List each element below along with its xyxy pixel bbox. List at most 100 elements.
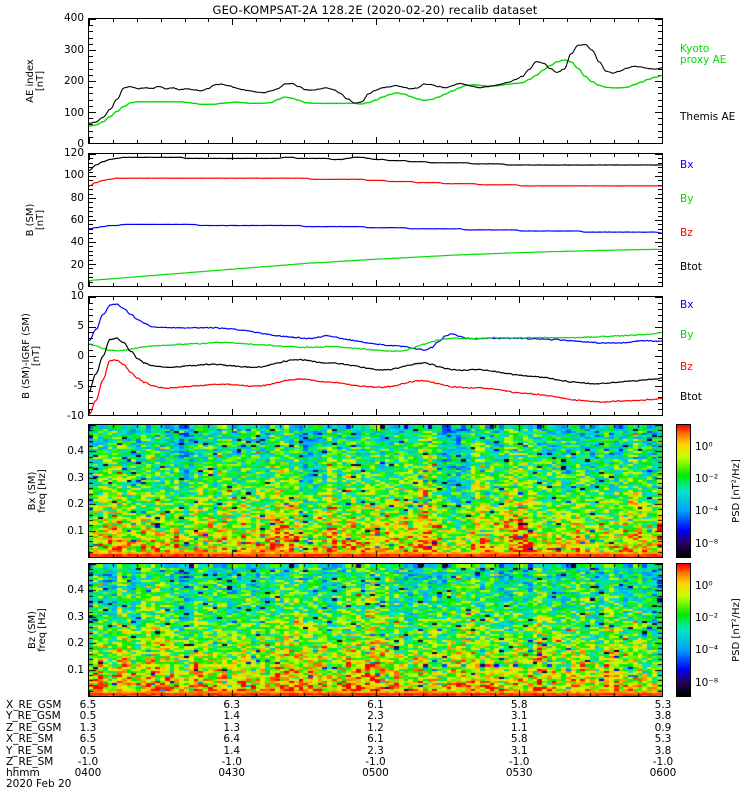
y-tick-label: 10 bbox=[70, 290, 84, 302]
ephemeris-row-label: X_RE_GSM bbox=[6, 699, 62, 711]
ephemeris-value: 2.3 bbox=[367, 744, 384, 757]
colorbar-tick-label: 10⁻² bbox=[695, 612, 719, 625]
ephemeris-date: 2020 Feb 20 bbox=[6, 778, 72, 790]
ephemeris-value: 5.3 bbox=[654, 733, 672, 746]
panel-b-sm-minus-igrf bbox=[88, 296, 663, 416]
colorbar-bz-label: PSD [nT²/Hz] bbox=[731, 598, 742, 662]
y-tick-label: 0.1 bbox=[67, 664, 84, 677]
legend-by-panel2: By bbox=[680, 193, 694, 205]
y-tick-label: 120 bbox=[63, 147, 84, 159]
ephemeris-value: 2.3 bbox=[367, 710, 384, 723]
ephemeris-row-label: Z_RE_GSM bbox=[6, 721, 62, 734]
ephemeris-value: -1.0 bbox=[77, 756, 99, 768]
colorbar-tick-label: 10⁻⁴ bbox=[695, 644, 719, 657]
y-tick-label: 0.3 bbox=[67, 610, 84, 623]
colorbar-tick-label: 10⁰ bbox=[695, 580, 713, 593]
bsm-yunit-text: [nT] bbox=[35, 209, 46, 231]
ephemeris-value: 6.1 bbox=[367, 733, 384, 746]
panel-b-sm bbox=[88, 153, 663, 287]
legend-bx-panel2: Bx bbox=[680, 159, 694, 171]
ephemeris-value: 6.3 bbox=[223, 699, 241, 711]
legend-bz-panel2: Bz bbox=[680, 227, 693, 239]
ephemeris-value: 6.5 bbox=[79, 699, 97, 711]
ephemeris-value: -1.0 bbox=[221, 756, 243, 768]
colorbar-gradient bbox=[677, 564, 690, 696]
y-tick-label: 40 bbox=[70, 236, 84, 249]
y-tick-label: 0 bbox=[77, 281, 84, 293]
panel-ae-index-ylabel: AE index [nT] bbox=[25, 18, 46, 144]
ephemeris-value: 5.8 bbox=[510, 699, 528, 711]
legend-by-panel3: By bbox=[680, 329, 694, 341]
ephemeris-time-value: 0430 bbox=[218, 767, 246, 780]
y-tick-label: 60 bbox=[70, 214, 84, 226]
ephemeris-row-label: hhmm bbox=[6, 767, 40, 780]
ephemeris-value: 1.4 bbox=[223, 710, 241, 723]
panel-ae-index bbox=[88, 18, 663, 144]
ephemeris-time-value: 0530 bbox=[505, 767, 533, 780]
y-tick-label: 200 bbox=[63, 75, 84, 87]
ephemeris-value: 3.8 bbox=[654, 710, 672, 723]
ephemeris-value: 5.3 bbox=[654, 699, 672, 711]
ephemeris-value: 1.1 bbox=[510, 721, 528, 734]
y-tick-label: 20 bbox=[70, 258, 84, 271]
y-tick-label: 0.4 bbox=[67, 444, 84, 457]
ephemeris-value: 5.8 bbox=[510, 733, 528, 746]
ae-yunit-text: [nT] bbox=[35, 70, 46, 92]
panel-bz-spectrogram-ylabel: Bz (SM) freq [Hz] bbox=[27, 563, 48, 697]
ephemeris-value: 1.3 bbox=[79, 721, 97, 734]
y-tick-label: 80 bbox=[70, 191, 84, 204]
ephemeris-value: 3.1 bbox=[510, 744, 528, 757]
ephemeris-value: 3.8 bbox=[654, 744, 672, 757]
legend-bx-panel3: Bx bbox=[680, 299, 694, 311]
ephemeris-value: -1.0 bbox=[652, 756, 674, 768]
y-tick-label: 0.2 bbox=[67, 637, 84, 650]
ephemeris-row-label: Y_RE_SM bbox=[6, 744, 53, 757]
panel-b-sm-minus-igrf-ylabel: B (SM)-IGRF (SM) [nT] bbox=[21, 296, 42, 416]
colorbar-gradient bbox=[677, 425, 690, 557]
colorbar-tick-label: 10⁻⁸ bbox=[695, 676, 719, 689]
y-tick-label: 0.4 bbox=[67, 583, 84, 596]
ephemeris-value: 0.5 bbox=[79, 744, 97, 757]
panel-b-sm-ylabel: B (SM) [nT] bbox=[25, 153, 46, 287]
legend-btot-panel3: Btot bbox=[680, 391, 702, 403]
ephemeris-value: 1.3 bbox=[223, 721, 241, 734]
colorbar-bz-spectrogram bbox=[676, 563, 691, 697]
ephemeris-time-value: 0600 bbox=[649, 767, 677, 780]
ephemeris-row-label: X_RE_SM bbox=[6, 733, 54, 746]
ephemeris-value: 6.1 bbox=[367, 699, 384, 711]
y-tick-label: 0.2 bbox=[67, 498, 84, 511]
ephemeris-row-label: Z_RE_SM bbox=[6, 756, 54, 768]
y-tick-label: 100 bbox=[63, 106, 84, 119]
colorbar-tick-label: 10⁻⁴ bbox=[695, 505, 719, 518]
panel-bx-spectrogram-ylabel: Bx (SM) freq [Hz] bbox=[27, 424, 48, 558]
y-tick-label: 100 bbox=[63, 169, 84, 182]
bigrf-yunit-text: [nT] bbox=[31, 345, 42, 367]
ephemeris-value: 0.9 bbox=[654, 721, 672, 734]
panel-bx-spectrogram bbox=[88, 424, 663, 558]
colorbar-bx-label: PSD [nT²/Hz] bbox=[731, 459, 742, 523]
ephemeris-value: 6.5 bbox=[79, 733, 97, 746]
ephemeris-time-value: 0500 bbox=[362, 767, 389, 780]
y-tick-label: 5 bbox=[77, 320, 84, 332]
legend-bz-panel3: Bz bbox=[680, 361, 693, 373]
legend-themis-ae: Themis AE bbox=[680, 111, 736, 123]
legend-kyoto-proxy-ae: Kyoto proxy AE bbox=[680, 43, 727, 66]
colorbar-tick-label: 10⁰ bbox=[695, 441, 713, 454]
ephemeris-value: 3.1 bbox=[510, 710, 528, 723]
y-tick-label: -10 bbox=[66, 410, 84, 422]
y-tick-label: 0.3 bbox=[67, 471, 84, 484]
colorbar-tick-label: 10⁻² bbox=[695, 473, 719, 486]
y-tick-label: 300 bbox=[63, 43, 84, 56]
y-tick-label: 0 bbox=[77, 350, 84, 362]
ephemeris-time-value: 0400 bbox=[74, 767, 102, 780]
figure-title: GEO-KOMPSAT-2A 128.2E (2020-02-20) recal… bbox=[212, 3, 538, 17]
colorbar-tick-label: 10⁻⁸ bbox=[695, 537, 719, 550]
y-tick-label: 400 bbox=[63, 12, 84, 24]
ephemeris-row-label: Y_RE_GSM bbox=[6, 710, 61, 723]
ephemeris-value: -1.0 bbox=[509, 756, 530, 768]
y-tick-label: 0.1 bbox=[67, 525, 84, 538]
colorbar-bx-spectrogram bbox=[676, 424, 691, 558]
ephemeris-value: 1.2 bbox=[367, 721, 384, 734]
ephemeris-value: -1.0 bbox=[365, 756, 386, 768]
